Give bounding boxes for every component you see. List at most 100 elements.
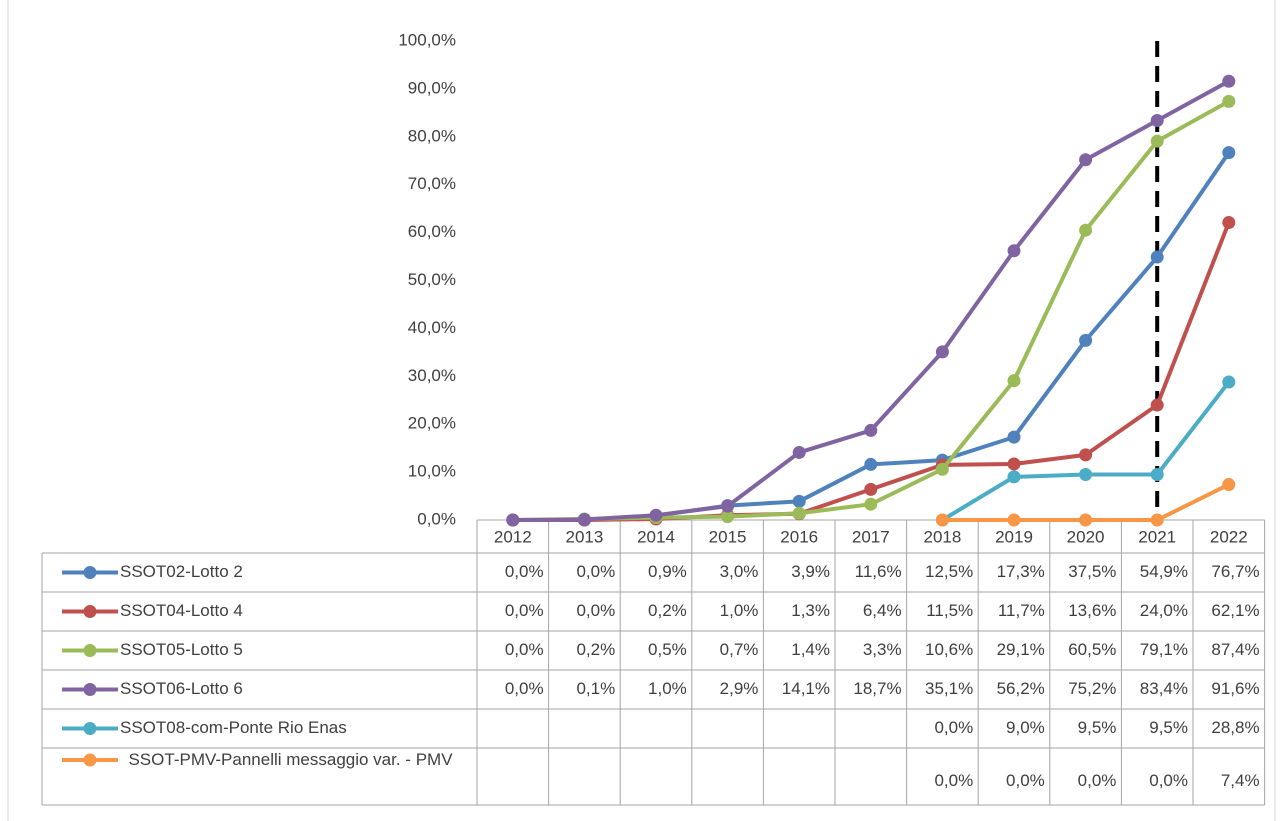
legend-label: SSOT06-Lotto 6 bbox=[120, 679, 243, 698]
data-label: 3,9% bbox=[791, 562, 830, 581]
y-tick-label: 50,0% bbox=[408, 270, 456, 289]
data-label: 0,0% bbox=[576, 562, 615, 581]
data-label: 0,0% bbox=[576, 601, 615, 620]
legend-label: SSOT05-Lotto 5 bbox=[120, 640, 243, 659]
data-label: 1,3% bbox=[791, 601, 830, 620]
data-point bbox=[935, 345, 949, 359]
data-point bbox=[1150, 398, 1164, 412]
legend-marker bbox=[83, 683, 97, 696]
data-label: 11,5% bbox=[926, 601, 973, 620]
data-point bbox=[1007, 244, 1021, 258]
data-label: 1,0% bbox=[720, 601, 759, 620]
data-label: 75,2% bbox=[1068, 679, 1116, 698]
y-tick-label: 60,0% bbox=[408, 222, 456, 241]
data-point bbox=[1150, 467, 1164, 481]
data-point bbox=[792, 445, 806, 459]
data-label: 0,0% bbox=[505, 601, 544, 620]
x-tick-label: 2021 bbox=[1138, 527, 1176, 546]
data-label: 0,0% bbox=[505, 640, 544, 659]
data-point bbox=[1007, 430, 1021, 444]
data-label: 29,1% bbox=[997, 640, 1045, 659]
data-label: 3,3% bbox=[863, 640, 902, 659]
data-label: 2,9% bbox=[720, 679, 759, 698]
y-tick-label: 30,0% bbox=[408, 366, 456, 385]
data-label: 79,1% bbox=[1140, 640, 1188, 659]
y-tick-label: 100,0% bbox=[398, 30, 456, 49]
data-label: 1,4% bbox=[791, 640, 830, 659]
data-point bbox=[864, 423, 878, 437]
data-point bbox=[1007, 457, 1021, 471]
y-tick-label: 0,0% bbox=[417, 509, 456, 528]
data-label: 17,3% bbox=[997, 562, 1045, 581]
legend-marker bbox=[83, 566, 97, 579]
data-label: 0,1% bbox=[576, 679, 615, 698]
data-label: 12,5% bbox=[925, 562, 973, 581]
data-label: 9,5% bbox=[1078, 718, 1117, 737]
data-label: 6,4% bbox=[863, 601, 902, 620]
data-label: 35,1% bbox=[925, 679, 973, 698]
x-tick-label: 2018 bbox=[923, 527, 961, 546]
legend-label: SSOT08-com-Ponte Rio Enas bbox=[120, 718, 347, 737]
legend-marker bbox=[83, 605, 97, 618]
data-label: 0,9% bbox=[648, 562, 687, 581]
data-label: 9,0% bbox=[1006, 718, 1045, 737]
x-tick-label: 2013 bbox=[565, 527, 603, 546]
legend-marker bbox=[83, 722, 97, 735]
data-label: 0,0% bbox=[934, 718, 973, 737]
data-point bbox=[864, 457, 878, 471]
data-point bbox=[792, 506, 806, 520]
series-line bbox=[512, 99, 1230, 522]
data-point bbox=[1079, 448, 1093, 462]
y-tick-label: 80,0% bbox=[408, 126, 456, 145]
data-point bbox=[864, 482, 878, 496]
legend-label-box: SSOT-PMV-Pannelli messaggio var. - PMV bbox=[128, 750, 452, 769]
x-tick-label: 2022 bbox=[1210, 527, 1248, 546]
data-label: 24,0% bbox=[1140, 601, 1188, 620]
data-label: 18,7% bbox=[853, 679, 901, 698]
data-point bbox=[721, 499, 735, 513]
data-point bbox=[506, 513, 520, 527]
data-label: 28,8% bbox=[1211, 718, 1259, 737]
data-label: 0,2% bbox=[576, 640, 615, 659]
data-point bbox=[864, 497, 878, 511]
data-label: 3,0% bbox=[720, 562, 759, 581]
data-label: 0,2% bbox=[648, 601, 687, 620]
data-label: 0,7% bbox=[720, 640, 759, 659]
data-point bbox=[1079, 333, 1093, 347]
data-point bbox=[935, 513, 949, 527]
legend-marker bbox=[83, 753, 97, 767]
data-point bbox=[1150, 513, 1164, 527]
data-label: 0,0% bbox=[934, 771, 973, 790]
x-tick-label: 2014 bbox=[637, 527, 675, 546]
data-point bbox=[1079, 153, 1093, 167]
data-label: 11,7% bbox=[998, 601, 1045, 620]
x-tick-label: 2020 bbox=[1067, 527, 1105, 546]
data-label: 56,2% bbox=[997, 679, 1045, 698]
data-label: 76,7% bbox=[1211, 562, 1259, 581]
data-point bbox=[1222, 216, 1236, 230]
data-label: 13,6% bbox=[1068, 601, 1116, 620]
data-label: 83,4% bbox=[1140, 679, 1188, 698]
data-point bbox=[935, 462, 949, 476]
data-label: 54,9% bbox=[1140, 562, 1188, 581]
data-point bbox=[1079, 223, 1093, 237]
data-label: 0,0% bbox=[1149, 771, 1188, 790]
data-point bbox=[1079, 513, 1093, 527]
data-point bbox=[1079, 467, 1093, 481]
chart-border bbox=[7, 0, 1276, 821]
data-label: 87,4% bbox=[1211, 640, 1259, 659]
x-tick-label: 2015 bbox=[709, 527, 747, 546]
data-point bbox=[1222, 375, 1236, 389]
data-point bbox=[1222, 74, 1236, 88]
data-point bbox=[1007, 513, 1021, 527]
y-tick-label: 20,0% bbox=[408, 414, 456, 433]
data-label: 37,5% bbox=[1068, 562, 1116, 581]
y-tick-label: 70,0% bbox=[408, 174, 456, 193]
data-label: 14,1% bbox=[782, 679, 830, 698]
data-point bbox=[1007, 470, 1021, 484]
data-point bbox=[1150, 114, 1164, 128]
data-point bbox=[1222, 146, 1236, 160]
data-point bbox=[721, 510, 735, 524]
data-point bbox=[649, 508, 663, 522]
